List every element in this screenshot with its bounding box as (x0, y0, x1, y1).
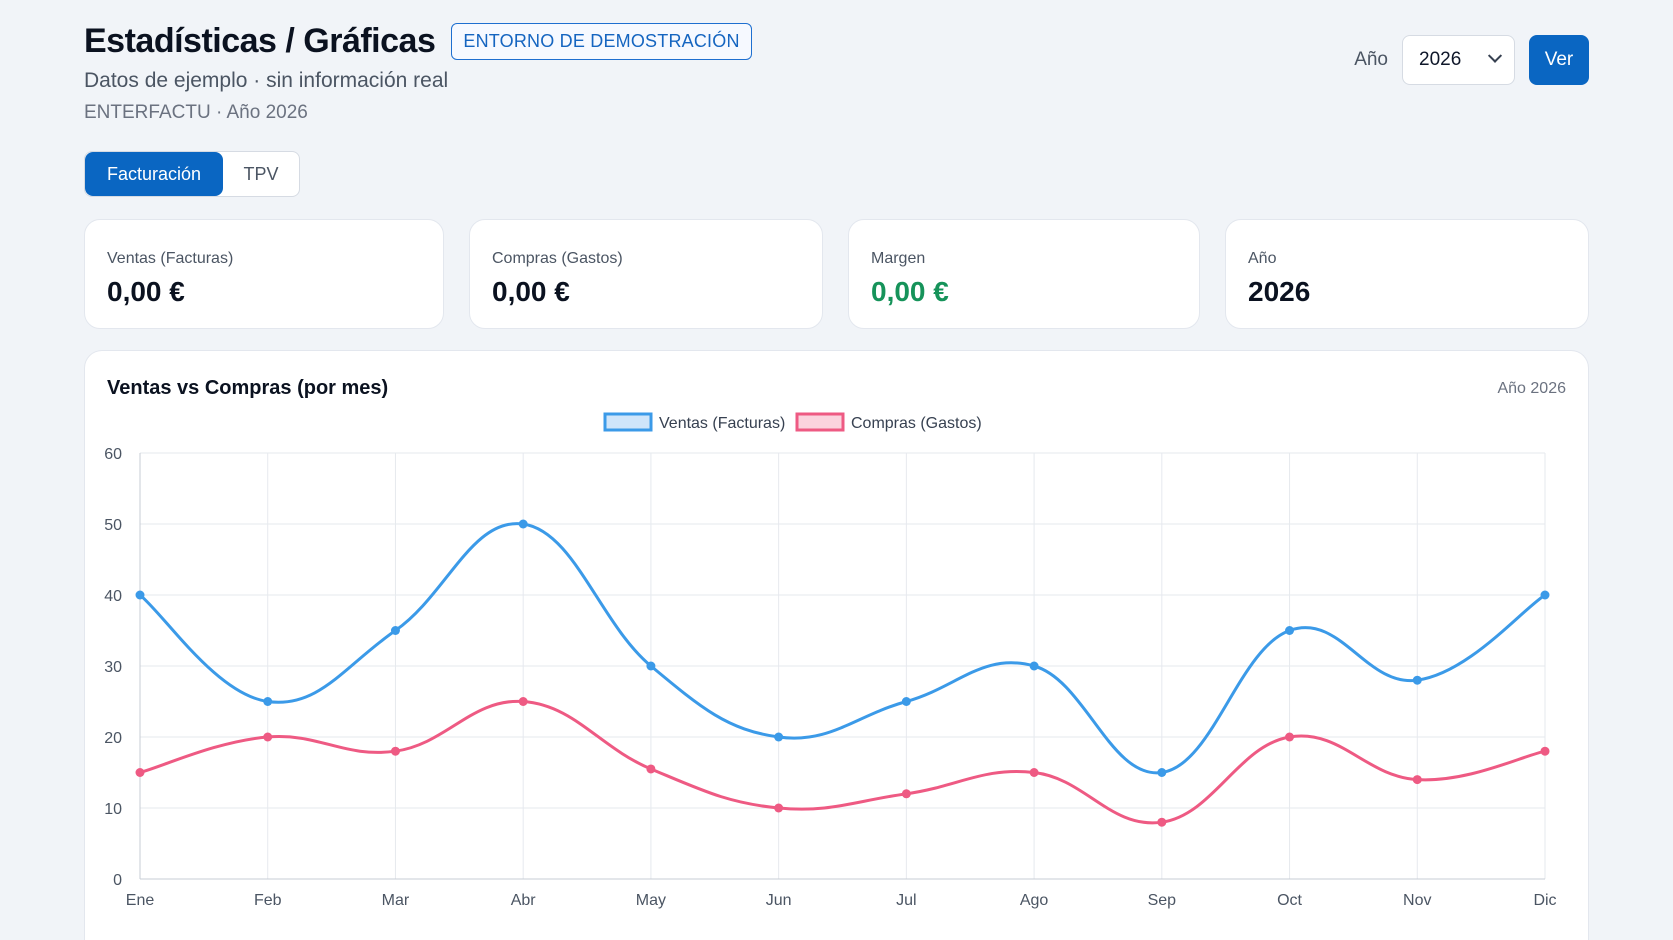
x-tick-label: Jul (896, 892, 916, 909)
x-tick-label: Mar (382, 892, 410, 909)
data-point-compras (1157, 817, 1167, 827)
stat-card-ano: Año 2026 (1225, 219, 1589, 329)
stat-card-compras: Compras (Gastos) 0,00 € (469, 219, 823, 329)
y-tick-label: 10 (104, 801, 122, 818)
x-tick-label: Ago (1020, 892, 1049, 909)
tab-facturacion[interactable]: Facturación (85, 152, 223, 196)
x-tick-label: Dic (1533, 892, 1556, 909)
data-point-compras (518, 697, 528, 706)
year-label: Año (1354, 49, 1388, 70)
x-tick-label: Abr (511, 892, 537, 909)
legend-label: Compras (Gastos) (851, 415, 982, 432)
chart-year-note: Año 2026 (1497, 380, 1566, 397)
data-point-compras (1029, 768, 1039, 777)
x-tick-label: Ene (126, 892, 155, 909)
legend-label: Ventas (Facturas) (659, 415, 785, 432)
data-point-ventas (518, 519, 528, 529)
year-select-value: 2026 (1419, 49, 1462, 70)
year-select[interactable]: 2026 (1402, 35, 1515, 85)
section-tabs: Facturación TPV (84, 151, 300, 197)
chart-title: Ventas vs Compras (por mes) (107, 377, 389, 399)
series-line-ventas (139, 522, 1546, 775)
stat-card-ventas: Ventas (Facturas) 0,00 € (84, 219, 444, 329)
stat-card-margen: Margen 0,00 € (848, 219, 1200, 329)
data-point-ventas (901, 697, 911, 706)
x-tick-label: Nov (1403, 892, 1431, 909)
data-point-ventas (1540, 590, 1550, 600)
series-line-compras (139, 699, 1546, 825)
sales-purchases-chart-card: Ventas vs Compras (por mes) Año 2026 0 10… (84, 350, 1589, 940)
data-point-compras (1412, 775, 1422, 785)
x-tick-label: Sep (1148, 892, 1177, 909)
legend-swatch (795, 412, 845, 432)
x-tick-label: May (636, 892, 666, 909)
stat-card-label: Año (1248, 250, 1277, 267)
y-tick-label: 30 (104, 659, 122, 676)
data-point-compras (135, 768, 145, 777)
page-title: Estadísticas / Gráficas (84, 22, 436, 60)
data-point-compras (774, 803, 784, 813)
y-tick-label: 40 (104, 588, 122, 605)
view-button[interactable]: Ver (1529, 35, 1589, 85)
data-point-ventas (1157, 768, 1167, 777)
demo-environment-badge: ENTORNO DE DEMOSTRACIÓN (451, 23, 752, 60)
data-point-compras (1285, 732, 1295, 742)
y-tick-label: 50 (104, 517, 122, 534)
x-tick-label: Oct (1277, 892, 1302, 909)
legend-swatch (603, 412, 653, 432)
page-header: Estadísticas / Gráficas ENTORNO DE DEMOS… (84, 22, 1589, 132)
y-tick-label: 20 (104, 730, 122, 747)
data-point-ventas (390, 626, 400, 635)
data-point-ventas (774, 732, 784, 742)
company-year-meta: ENTERFACTU · Año 2026 (84, 102, 308, 123)
stat-card-value: 0,00 € (492, 276, 570, 307)
chevron-down-icon (1487, 48, 1503, 63)
data-point-ventas (646, 661, 656, 671)
tab-tpv[interactable]: TPV (243, 163, 279, 184)
stat-card-label: Margen (871, 250, 926, 267)
line-chart: 0 10 20 30 40 50 60 Ene Feb Mar Abr May Jun Jul Ago Sep… (104, 412, 1557, 909)
stat-card-value: 2026 (1248, 276, 1311, 307)
stat-card-label: Compras (Gastos) (492, 250, 623, 267)
year-controls: Año 2026 Ver (1354, 35, 1589, 85)
stat-card-label: Ventas (Facturas) (107, 250, 234, 267)
data-point-compras (263, 732, 273, 742)
data-point-compras (646, 764, 656, 774)
data-point-compras (901, 789, 911, 799)
data-point-ventas (1412, 675, 1422, 685)
data-point-ventas (1285, 626, 1295, 635)
y-tick-label: 60 (104, 446, 122, 463)
stat-card-value: 0,00 € (107, 276, 185, 307)
data-point-compras (1540, 746, 1550, 756)
x-tick-label: Feb (254, 892, 282, 909)
data-point-ventas (1029, 661, 1039, 671)
stat-card-value: 0,00 € (871, 276, 949, 307)
data-point-ventas (135, 590, 145, 600)
x-tick-label: Jun (766, 892, 792, 909)
page-subtitle: Datos de ejemplo · sin información real (84, 69, 449, 92)
y-tick-label: 0 (113, 872, 122, 889)
data-point-compras (390, 746, 400, 756)
data-point-ventas (263, 697, 273, 706)
